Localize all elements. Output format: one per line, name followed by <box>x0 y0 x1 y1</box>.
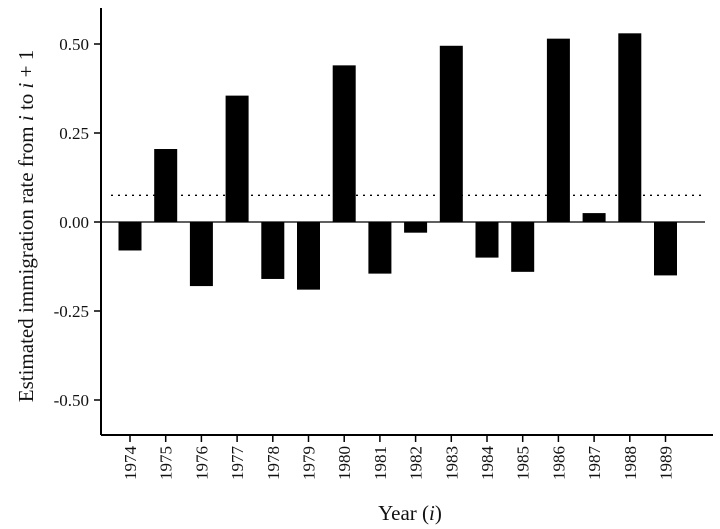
x-axis-title: Year (i) <box>378 501 442 525</box>
x-ticks: 1974 1975 1976 1977 1978 1979 1980 1981 1982 1983… <box>121 435 676 480</box>
bars <box>118 33 677 290</box>
y-axis-title: Estimated immigration rate from i to i +… <box>14 50 38 402</box>
bar-1983 <box>439 45 463 222</box>
bar-1981 <box>368 222 392 274</box>
y-tick-label: -0.50 <box>54 391 89 410</box>
bar-1975 <box>154 149 178 222</box>
bar-1985 <box>511 222 535 272</box>
x-tick-label: 1975 <box>157 446 176 480</box>
x-tick-label: 1982 <box>407 446 426 480</box>
bar-1982 <box>404 222 428 233</box>
bar-1977 <box>225 95 249 222</box>
y-tick-label: 0.50 <box>59 35 89 54</box>
x-tick-label: 1981 <box>371 446 390 480</box>
y-tick-label: 0.00 <box>59 213 89 232</box>
bar-1978 <box>261 222 285 279</box>
bar-1987 <box>582 213 606 222</box>
x-tick-label: 1980 <box>335 446 354 480</box>
bar-1976 <box>189 222 213 287</box>
x-tick-label: 1978 <box>264 446 283 480</box>
y-tick-label: -0.25 <box>54 302 89 321</box>
bar-1980 <box>332 65 356 222</box>
y-tick-label: 0.25 <box>59 124 89 143</box>
x-tick-label: 1986 <box>549 446 568 480</box>
x-tick-label: 1977 <box>228 446 247 481</box>
x-tick-label: 1976 <box>192 446 211 480</box>
bar-1984 <box>475 222 499 258</box>
y-ticks: -0.50 -0.25 0.00 0.25 0.50 <box>54 35 101 410</box>
x-tick-label: 1979 <box>300 446 319 480</box>
x-tick-label: 1974 <box>121 446 140 481</box>
bar-1986 <box>546 38 570 222</box>
bar-1988 <box>618 33 642 222</box>
bar-1979 <box>297 222 320 290</box>
x-tick-label: 1989 <box>657 446 676 480</box>
bar-1974 <box>118 222 142 251</box>
x-tick-label: 1988 <box>621 446 640 480</box>
x-tick-label: 1987 <box>585 446 604 481</box>
x-tick-label: 1983 <box>442 446 461 480</box>
x-tick-label: 1985 <box>514 446 533 480</box>
bar-1989 <box>654 222 677 276</box>
x-tick-label: 1984 <box>478 446 497 481</box>
